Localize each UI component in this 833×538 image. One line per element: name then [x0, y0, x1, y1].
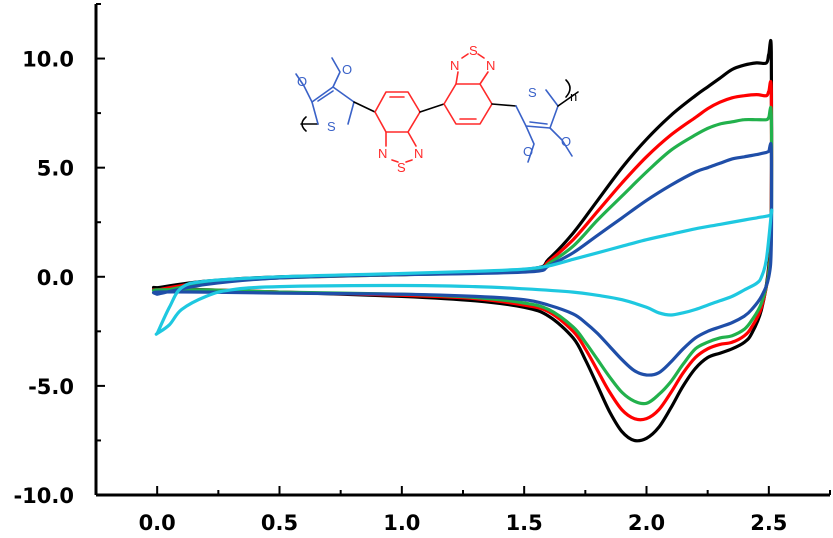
- lower-btd-sulfur-label: S: [397, 160, 406, 175]
- x-tick-label: 2.5: [750, 511, 787, 535]
- left-methoxy-1: [295, 73, 313, 103]
- cv-curve-2: [151, 79, 774, 422]
- right-methoxy-1: [525, 125, 535, 163]
- y-tick-label: 5.0: [37, 157, 74, 181]
- cv-curve-4: [151, 142, 774, 377]
- lower-btd-n1-label: N: [378, 146, 387, 161]
- x-tick-label: 0.0: [139, 511, 176, 535]
- inset-molecule-structure: S O O N N S N N S: [295, 43, 579, 175]
- right-thiophene-double-bond: [529, 121, 548, 125]
- right-methoxy-2: [549, 127, 573, 157]
- right-methoxy-2-oxygen-label: O: [561, 134, 571, 149]
- repeat-index-label: n: [570, 89, 577, 104]
- y-tick-label: -10.0: [13, 484, 74, 508]
- y-tick-label: 10.0: [22, 48, 74, 72]
- left-methoxy-1-oxygen-label: O: [297, 74, 307, 89]
- link-bond-2: [419, 103, 445, 113]
- link-bond-3: [491, 103, 517, 107]
- lower-btd-n2-label: N: [414, 146, 423, 161]
- x-tick-label: 1.0: [383, 511, 420, 535]
- left-thiophene-sulfur-label: S: [327, 119, 336, 134]
- upper-btd-thiadiazole: [455, 53, 489, 85]
- cv-curve-5: [154, 208, 774, 336]
- right-thiophene-ring: S O O: [515, 85, 573, 163]
- upper-btd-n2-label: N: [486, 58, 495, 73]
- lower-benzothiadiazole: N N S: [374, 91, 423, 175]
- upper-btd-sulfur-label: S: [469, 43, 478, 58]
- right-methoxy-1-oxygen-label: O: [523, 144, 533, 159]
- upper-btd-benzene: [443, 83, 493, 125]
- x-tick-label: 0.5: [261, 511, 298, 535]
- left-thiophene-ring: S O O: [295, 57, 355, 134]
- upper-btd-n1-label: N: [450, 58, 459, 73]
- right-repeat-bracket: [565, 79, 571, 98]
- cv-curves: [151, 39, 774, 443]
- left-methoxy-2: [331, 57, 341, 88]
- right-open-bond: [557, 91, 579, 107]
- right-thiophene-sulfur-label: S: [528, 85, 537, 100]
- x-axis-ticks: 0.0 0.5 1.0 1.5 2.0 2.5: [95, 486, 831, 535]
- upper-benzothiadiazole: N N S: [443, 43, 495, 125]
- cv-curve-3: [151, 106, 774, 406]
- x-tick-label: 2.0: [628, 511, 665, 535]
- left-thiophene-double-bond: [317, 90, 334, 102]
- left-methoxy-2-oxygen-label: O: [342, 62, 352, 77]
- link-bond-1: [353, 101, 376, 113]
- x-tick-label: 1.5: [506, 511, 543, 535]
- y-tick-label: 0.0: [37, 266, 74, 290]
- lower-btd-thiadiazole: [385, 131, 417, 163]
- y-axis-ticks: -10.0 -5.0 0.0 5.0 10.0: [13, 3, 105, 508]
- lower-btd-benzene: [374, 91, 421, 133]
- y-tick-label: -5.0: [28, 375, 74, 399]
- axes: -10.0 -5.0 0.0 5.0 10.0 0.0 0.5 1.0 1.5 2.0 2.5: [13, 3, 831, 535]
